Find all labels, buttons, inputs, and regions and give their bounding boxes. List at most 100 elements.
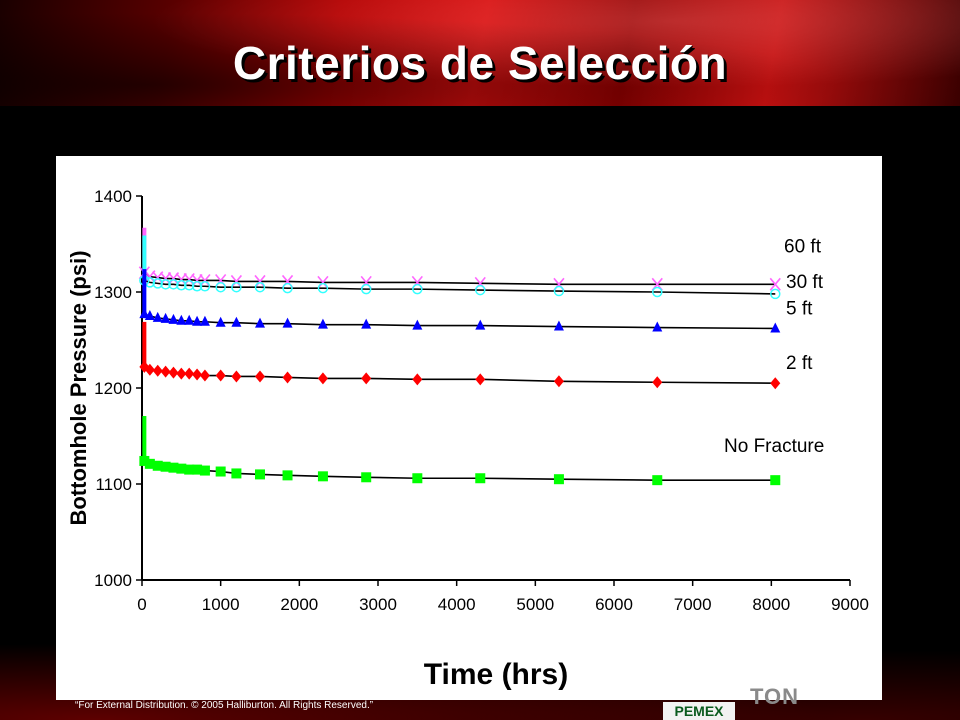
- data-point: [168, 313, 179, 324]
- data-point: [652, 321, 663, 332]
- data-point: [176, 280, 187, 291]
- data-point: [160, 312, 171, 323]
- series-5-ft: 5 ft: [139, 269, 813, 333]
- data-point: [282, 470, 293, 481]
- data-point: [183, 280, 195, 291]
- data-point: [144, 363, 155, 376]
- series-label: 5 ft: [786, 298, 813, 319]
- data-point: [317, 282, 329, 294]
- data-point: [139, 308, 150, 319]
- x-tick-label: 4000: [438, 595, 476, 614]
- data-point: [553, 375, 564, 388]
- data-point: [184, 367, 195, 380]
- y-tick-label: 1000: [94, 571, 132, 590]
- data-point: [192, 315, 203, 326]
- series-30-ft: 30 ft: [139, 235, 824, 300]
- y-axis-label: Bottomhole Pressure (psi): [66, 250, 91, 525]
- data-point: [553, 285, 565, 297]
- x-tick-label: 1000: [202, 595, 240, 614]
- copyright-footnote: “For External Distribution. © 2005 Halli…: [75, 700, 374, 711]
- pemex-logo: PEMEX: [663, 702, 735, 720]
- data-point: [144, 310, 155, 320]
- series-label: 2 ft: [786, 353, 813, 374]
- data-point: [361, 318, 372, 329]
- title-banner-sheen: [0, 0, 960, 106]
- y-tick-label: 1300: [94, 283, 132, 302]
- y-tick-label: 1400: [94, 187, 132, 206]
- data-point: [255, 469, 265, 480]
- data-point: [168, 279, 179, 290]
- data-point: [176, 314, 187, 325]
- data-point: [770, 377, 781, 390]
- data-point: [152, 311, 163, 322]
- data-point: [770, 322, 781, 333]
- data-point: [475, 284, 486, 296]
- data-point: [412, 319, 423, 330]
- x-tick-label: 6000: [595, 595, 633, 614]
- data-point: [231, 370, 242, 383]
- data-point: [152, 460, 163, 471]
- data-point: [254, 274, 266, 288]
- data-point: [199, 315, 210, 326]
- data-point: [192, 464, 203, 475]
- data-point: [412, 283, 423, 295]
- data-point: [168, 366, 179, 379]
- data-point: [231, 468, 242, 479]
- data-point: [652, 286, 663, 298]
- x-tick-label: 3000: [359, 595, 397, 614]
- data-point: [360, 283, 372, 295]
- data-point: [361, 372, 372, 385]
- slide-title: Criterios de Selección: [232, 37, 728, 89]
- data-point: [168, 462, 179, 473]
- data-point: [160, 461, 171, 472]
- y-tick-label: 1100: [95, 475, 132, 494]
- data-point: [255, 370, 265, 383]
- data-point: [317, 471, 328, 482]
- data-point: [770, 288, 781, 300]
- data-point: [215, 369, 226, 382]
- data-point: [144, 458, 155, 469]
- x-tick-label: 8000: [752, 595, 790, 614]
- data-point: [553, 474, 564, 485]
- data-point: [282, 282, 293, 294]
- data-point: [184, 464, 195, 475]
- data-point: [199, 369, 210, 382]
- series-60-ft: 60 ft: [138, 227, 822, 291]
- data-point: [160, 279, 171, 290]
- series-no-fracture: No Fracture: [139, 415, 824, 486]
- x-tick-label: 0: [137, 595, 146, 614]
- chart-panel: 1000 1100 1200 1300 1400 0 1000 2000 3000 4000 500…: [56, 156, 882, 700]
- series-label: 60 ft: [784, 236, 822, 257]
- data-point: [160, 365, 171, 378]
- data-point: [282, 371, 293, 384]
- data-point: [231, 316, 242, 327]
- series-line: [144, 279, 776, 295]
- data-point: [215, 466, 226, 477]
- data-point: [184, 314, 195, 325]
- data-point: [317, 275, 329, 289]
- data-point: [199, 280, 211, 292]
- data-point: [317, 318, 328, 329]
- data-point: [152, 278, 163, 289]
- data-point: [152, 364, 163, 377]
- series-line: [143, 272, 776, 286]
- data-point: [215, 281, 226, 293]
- x-tick-label: 9000: [831, 595, 869, 614]
- data-point: [475, 473, 486, 484]
- data-point: [176, 367, 187, 380]
- x-tick-label: 5000: [516, 595, 554, 614]
- series-label: No Fracture: [724, 436, 824, 457]
- data-point: [412, 473, 423, 484]
- data-point: [317, 372, 328, 385]
- data-point: [139, 455, 150, 466]
- data-point: [255, 317, 265, 328]
- data-point: [176, 463, 187, 474]
- pressure-chart: 1000 1100 1200 1300 1400 0 1000 2000 3000 4000 500…: [66, 187, 869, 691]
- data-point: [231, 281, 242, 293]
- data-point: [230, 274, 243, 288]
- data-point: [254, 281, 266, 293]
- data-point: [475, 373, 486, 386]
- x-axis-label: Time (hrs): [424, 658, 568, 691]
- data-point: [553, 320, 564, 331]
- data-point: [652, 475, 663, 486]
